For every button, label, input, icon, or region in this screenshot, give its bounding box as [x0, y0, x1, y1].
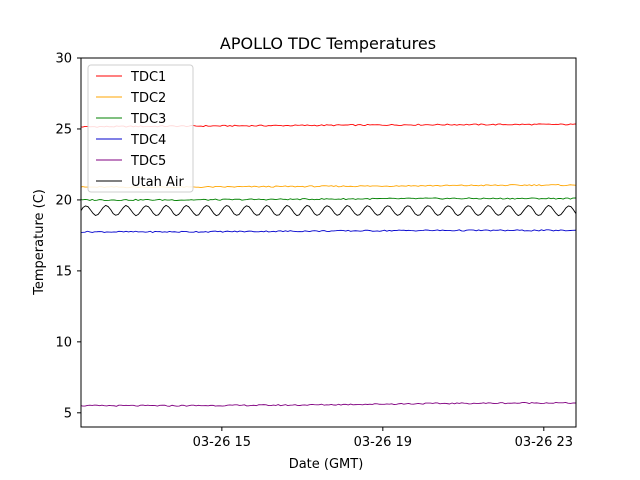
y-tick-label: 30: [55, 52, 72, 67]
y-tick-label: 25: [55, 122, 72, 137]
y-tick-label: 15: [55, 264, 72, 279]
y-axis-label: Temperature (C): [32, 189, 47, 296]
plot-frame: [80, 57, 577, 428]
x-tick-label: 03-26 23: [515, 435, 573, 450]
y-tick-label: 10: [55, 335, 72, 350]
series-line-tdc4: [81, 229, 576, 233]
legend-label-tdc2: TDC2: [130, 91, 166, 106]
y-tick-label: 5: [64, 406, 72, 421]
x-tick-label: 03-26 15: [193, 435, 251, 450]
x-tick-label: 03-26 19: [354, 435, 412, 450]
chart-title: APOLLO TDC Temperatures: [220, 34, 436, 53]
legend-label-utah-air: Utah Air: [131, 175, 184, 190]
legend-label-tdc1: TDC1: [130, 70, 166, 85]
legend-label-tdc5: TDC5: [130, 154, 166, 169]
x-axis-label: Date (GMT): [289, 457, 364, 472]
legend: TDC1 TDC2 TDC3 TDC4 TDC5 Utah Air: [87, 64, 194, 193]
series-line-tdc3: [81, 197, 576, 201]
series-line-utah-air: [81, 204, 576, 217]
legend-label-tdc4: TDC4: [130, 133, 166, 148]
y-tick-label: 20: [55, 193, 72, 208]
legend-label-tdc3: TDC3: [130, 112, 166, 127]
series-line-tdc5: [81, 401, 576, 407]
y-axis: 5 10 15 20 25 30: [55, 52, 81, 421]
